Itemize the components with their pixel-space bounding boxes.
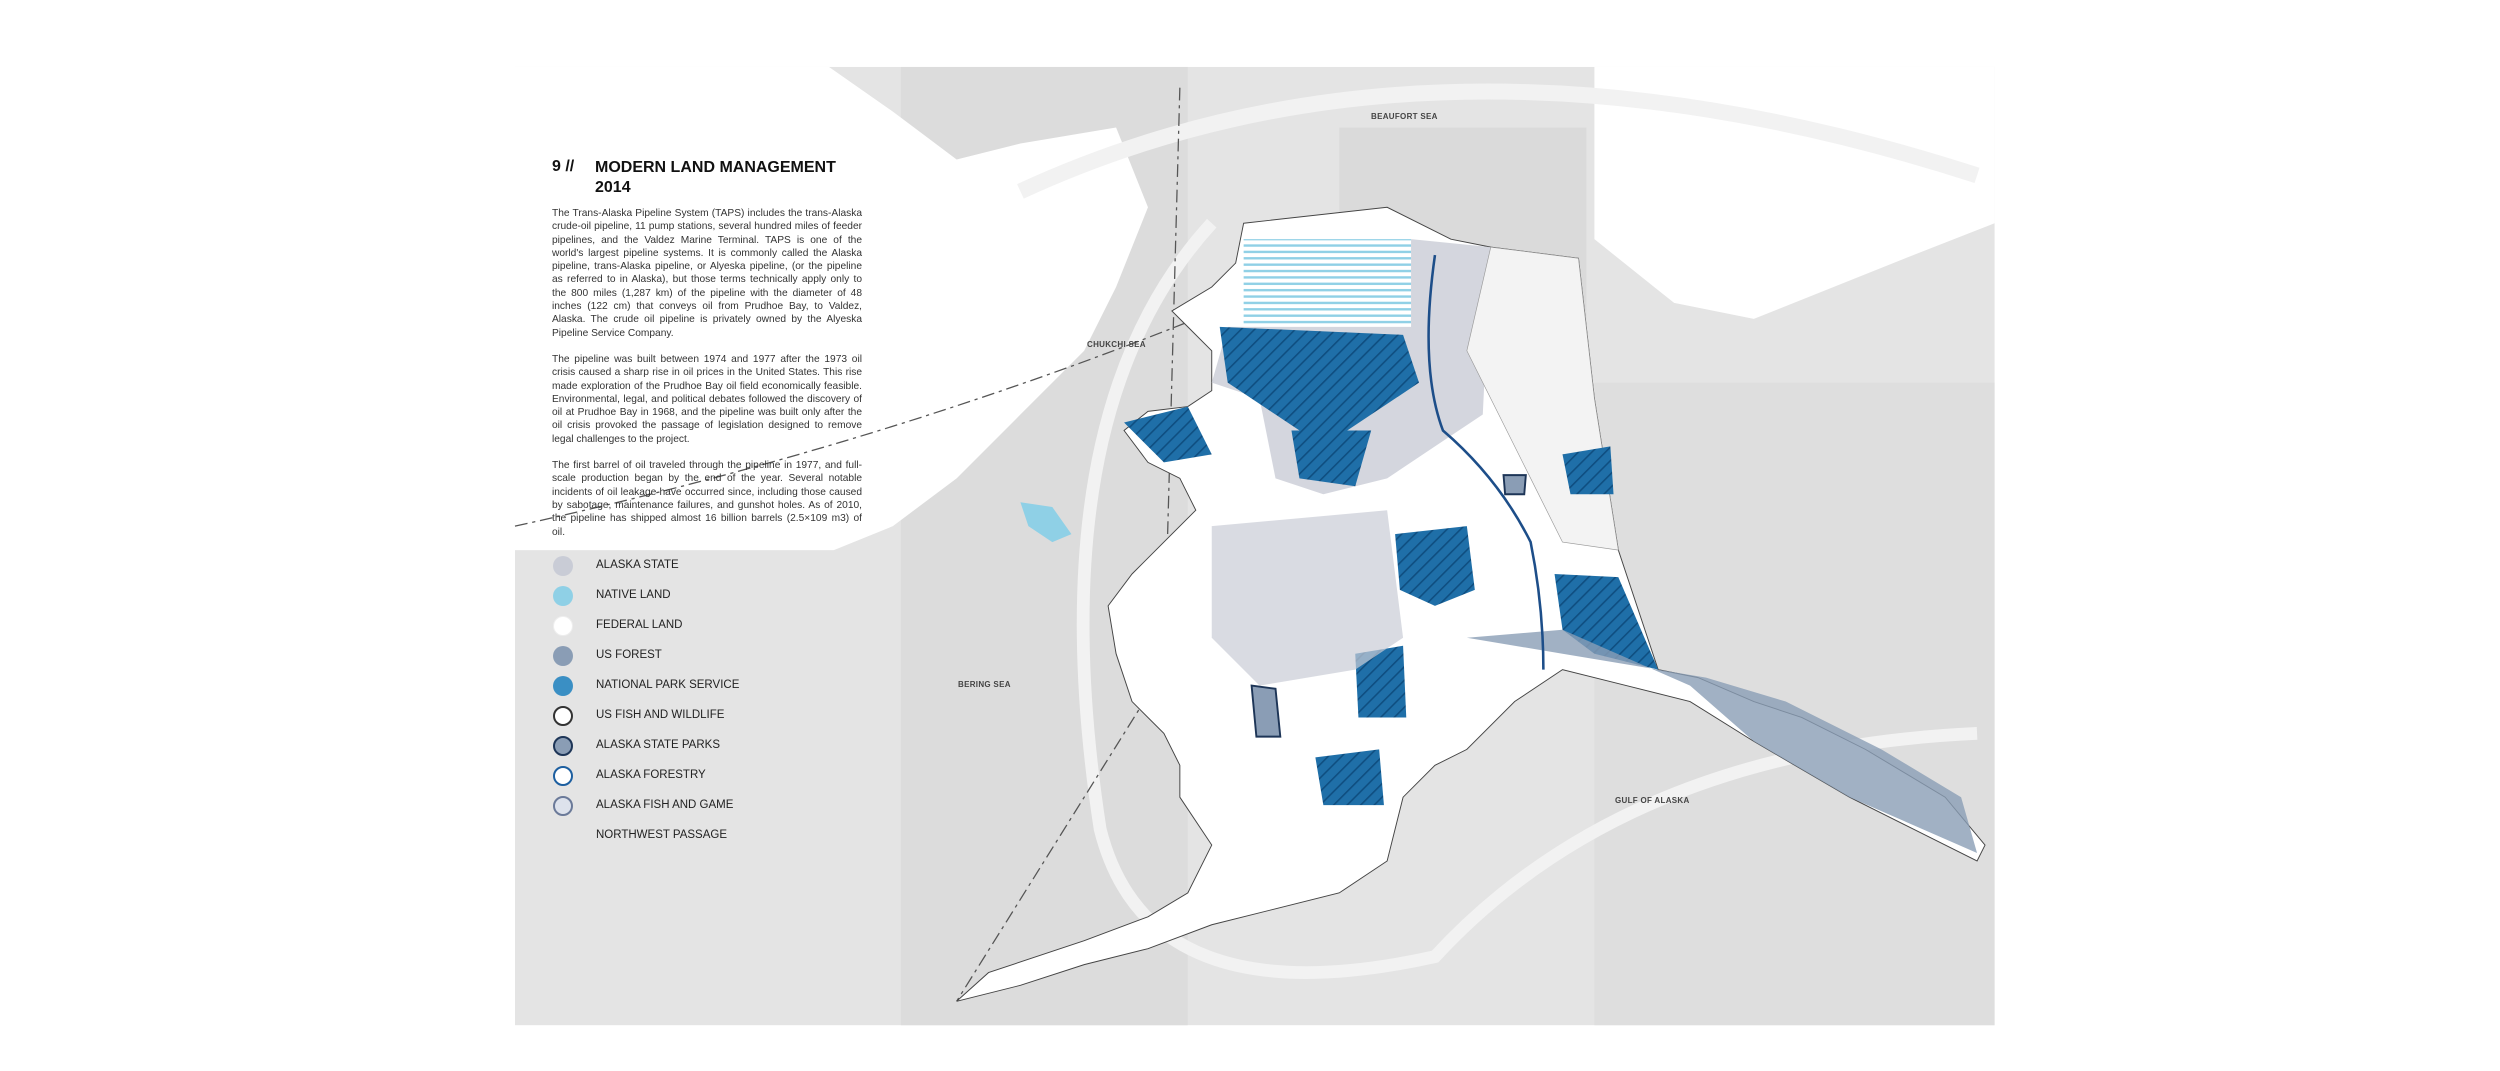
- land-parcel: [1395, 526, 1475, 606]
- land-parcel: [1250, 684, 1282, 738]
- paragraph: The first barrel of oil traveled through…: [552, 460, 862, 538]
- title: MODERN LAND MANAGEMENT 2014: [595, 158, 895, 198]
- paragraph: The Trans-Alaska Pipeline System (TAPS) …: [552, 208, 862, 339]
- legend-swatch: [553, 646, 573, 666]
- land-parcel: [1355, 645, 1407, 718]
- land-parcel: [1219, 326, 1420, 447]
- land-parcel: [1211, 510, 1404, 686]
- body-text: The Trans-Alaska Pipeline System (TAPS) …: [552, 207, 862, 552]
- paragraph: The pipeline was built between 1974 and …: [552, 353, 862, 445]
- sea-label: BEAUFORT SEA: [1371, 112, 1438, 121]
- map-art: [514, 66, 1995, 1026]
- legend-swatch: [553, 556, 573, 576]
- sea-label: GULF OF ALASKA: [1615, 796, 1690, 805]
- legend-swatch: [553, 616, 573, 636]
- land-parcel: [1124, 406, 1212, 463]
- legend-label: NATIONAL PARK SERVICE: [596, 679, 740, 691]
- legend-swatch: [553, 766, 573, 786]
- land-parcel: [1562, 446, 1614, 495]
- land-parcel: [1466, 629, 1978, 854]
- legend-label: ALASKA FORESTRY: [596, 769, 706, 781]
- legend-swatch: [553, 736, 573, 756]
- land-parcel: [1315, 749, 1384, 806]
- lake: [1020, 502, 1072, 543]
- boundary: [956, 87, 1181, 1002]
- land-parcel: [1554, 573, 1659, 670]
- legend-label: US FISH AND WILDLIFE: [596, 709, 725, 721]
- legend-label: US FOREST: [596, 649, 662, 661]
- legend-label: ALASKA STATE PARKS: [596, 739, 720, 751]
- title-line: MODERN LAND MANAGEMENT: [595, 159, 836, 176]
- legend-label: NORTHWEST PASSAGE: [596, 829, 727, 841]
- legend-swatch: [553, 706, 573, 726]
- legend-swatch: [553, 586, 573, 606]
- legend-swatch: [553, 676, 573, 696]
- russia-land: [514, 66, 1148, 551]
- sea-label: BERING SEA: [958, 680, 1011, 689]
- legend-label: FEDERAL LAND: [596, 619, 683, 631]
- region: [1594, 382, 1995, 1026]
- legend-label: ALASKA FISH AND GAME: [596, 799, 734, 811]
- title-number: 9 //: [552, 158, 575, 175]
- canada-land: [1594, 66, 1995, 319]
- land-parcel: [1291, 430, 1372, 487]
- legend-swatch: [553, 796, 573, 816]
- route: [1076, 218, 1978, 979]
- sea-label: CHUKCHI SEA: [1087, 340, 1146, 349]
- title-line: 2014: [595, 179, 631, 196]
- route: [1017, 83, 1980, 199]
- legend-label: ALASKA STATE: [596, 559, 679, 571]
- legend-label: NATIVE LAND: [596, 589, 671, 601]
- pipeline: [1427, 254, 1545, 670]
- land-parcel: [1243, 239, 1412, 327]
- land-parcel: [1502, 474, 1527, 496]
- boundary: [514, 318, 1197, 527]
